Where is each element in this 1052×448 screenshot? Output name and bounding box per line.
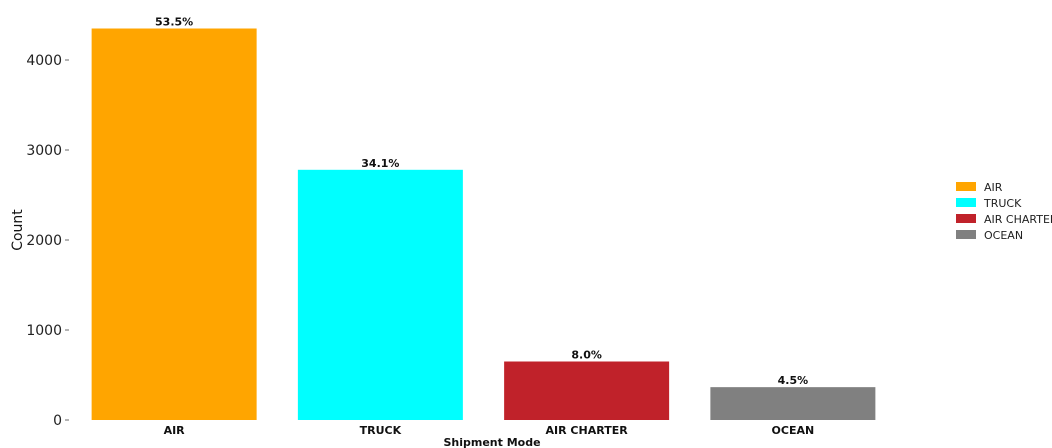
y-tick-label: 4000 — [26, 53, 62, 69]
y-tick-label: 2000 — [26, 233, 62, 249]
legend-item: TRUCK — [956, 197, 1022, 210]
bars — [91, 28, 876, 420]
legend-item: AIR CHARTER — [956, 213, 1052, 226]
y-tick-label: 3000 — [26, 143, 62, 159]
y-axis-ticks: 0 1000 2000 3000 4000 — [26, 53, 69, 429]
y-tick-label: 0 — [53, 413, 62, 429]
x-axis-title: Shipment Mode — [443, 436, 540, 448]
legend-swatch — [956, 230, 976, 239]
legend-swatch — [956, 214, 976, 223]
bar-air-charter — [504, 361, 670, 420]
bar-truck — [297, 169, 463, 420]
legend-swatch — [956, 182, 976, 191]
y-axis-title: Count — [10, 209, 26, 251]
bar-data-label: 53.5% — [155, 16, 193, 29]
bar-data-label: 34.1% — [361, 157, 399, 170]
legend-label: AIR CHARTER — [984, 213, 1052, 226]
x-tick-label: AIR — [164, 424, 186, 437]
legend: AIR TRUCK AIR CHARTER OCEAN — [956, 181, 1052, 242]
legend-item: OCEAN — [956, 229, 1023, 242]
legend-label: OCEAN — [984, 229, 1023, 242]
bar-ocean — [710, 387, 876, 420]
legend-label: AIR — [984, 181, 1003, 194]
legend-swatch — [956, 198, 976, 207]
bar-data-label: 8.0% — [571, 349, 602, 362]
x-tick-label: TRUCK — [360, 424, 402, 437]
y-tick-label: 1000 — [26, 323, 62, 339]
data-labels: 53.5% 34.1% 8.0% 4.5% — [155, 16, 808, 388]
x-tick-label: AIR CHARTER — [546, 424, 629, 437]
x-axis-labels: AIR TRUCK AIR CHARTER OCEAN — [164, 424, 815, 437]
legend-label: TRUCK — [983, 197, 1022, 210]
bar-data-label: 4.5% — [778, 374, 809, 387]
legend-item: AIR — [956, 181, 1003, 194]
bar-air — [91, 28, 257, 420]
x-tick-label: OCEAN — [772, 424, 815, 437]
